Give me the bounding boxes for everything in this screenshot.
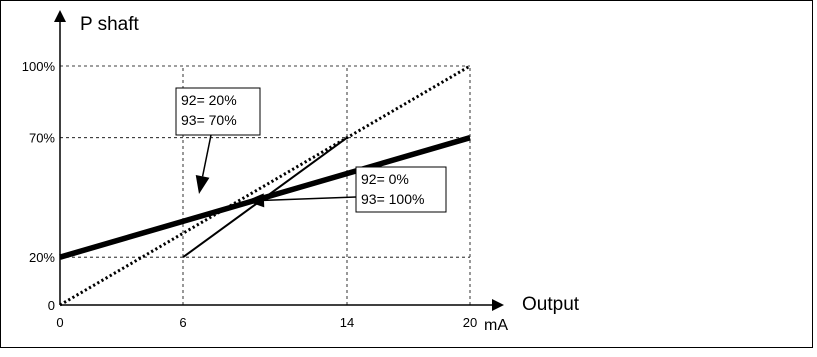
series-group — [59, 64, 471, 307]
annotations: 92= 20% 93= 70% 92= 0% 93= 100% — [175, 87, 447, 213]
y-tick-label: 70% — [29, 131, 55, 146]
y-axis-title: P shaft — [80, 14, 140, 35]
annotation-thick: 92= 20% 93= 70% — [175, 87, 261, 194]
annotation-arrow-head — [246, 193, 265, 208]
annotation-text: 92= 0% — [361, 171, 409, 187]
annotation-box — [175, 87, 261, 136]
y-axis-arrow — [54, 10, 66, 22]
y-tick-label: 20% — [29, 250, 55, 265]
x-tick-label: 6 — [179, 315, 186, 330]
x-tick-label: 0 — [56, 315, 63, 330]
x-axis-unit: mA — [484, 317, 508, 334]
axes — [54, 10, 504, 311]
annotation-arrow-shaft — [201, 134, 212, 177]
x-tick-label: 20 — [463, 315, 477, 330]
annotation-text: 92= 20% — [181, 92, 237, 108]
annotation-text: 93= 100% — [361, 191, 424, 207]
annotation-arrow-shaft — [263, 196, 357, 202]
annotation-text: 93= 70% — [181, 112, 237, 128]
x-tick-label: 14 — [340, 315, 354, 330]
annotation-arrow-head — [195, 174, 210, 194]
labels: 0 20% 70% 100% 0 6 14 20 P shaft Output mA — [22, 14, 580, 334]
series-line-dotted — [59, 64, 471, 307]
y-tick-label: 0 — [48, 298, 55, 313]
series-line-thin — [182, 136, 348, 259]
x-axis-arrow — [492, 299, 504, 311]
annotation-thin: 92= 0% 93= 100% — [246, 166, 447, 213]
x-axis-title: Output — [522, 294, 580, 315]
y-tick-label: 100% — [22, 59, 56, 74]
annotation-box — [355, 166, 447, 213]
